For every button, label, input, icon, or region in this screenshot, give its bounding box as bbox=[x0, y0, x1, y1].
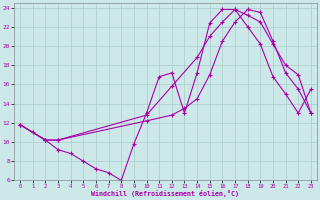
X-axis label: Windchill (Refroidissement éolien,°C): Windchill (Refroidissement éolien,°C) bbox=[92, 190, 239, 197]
